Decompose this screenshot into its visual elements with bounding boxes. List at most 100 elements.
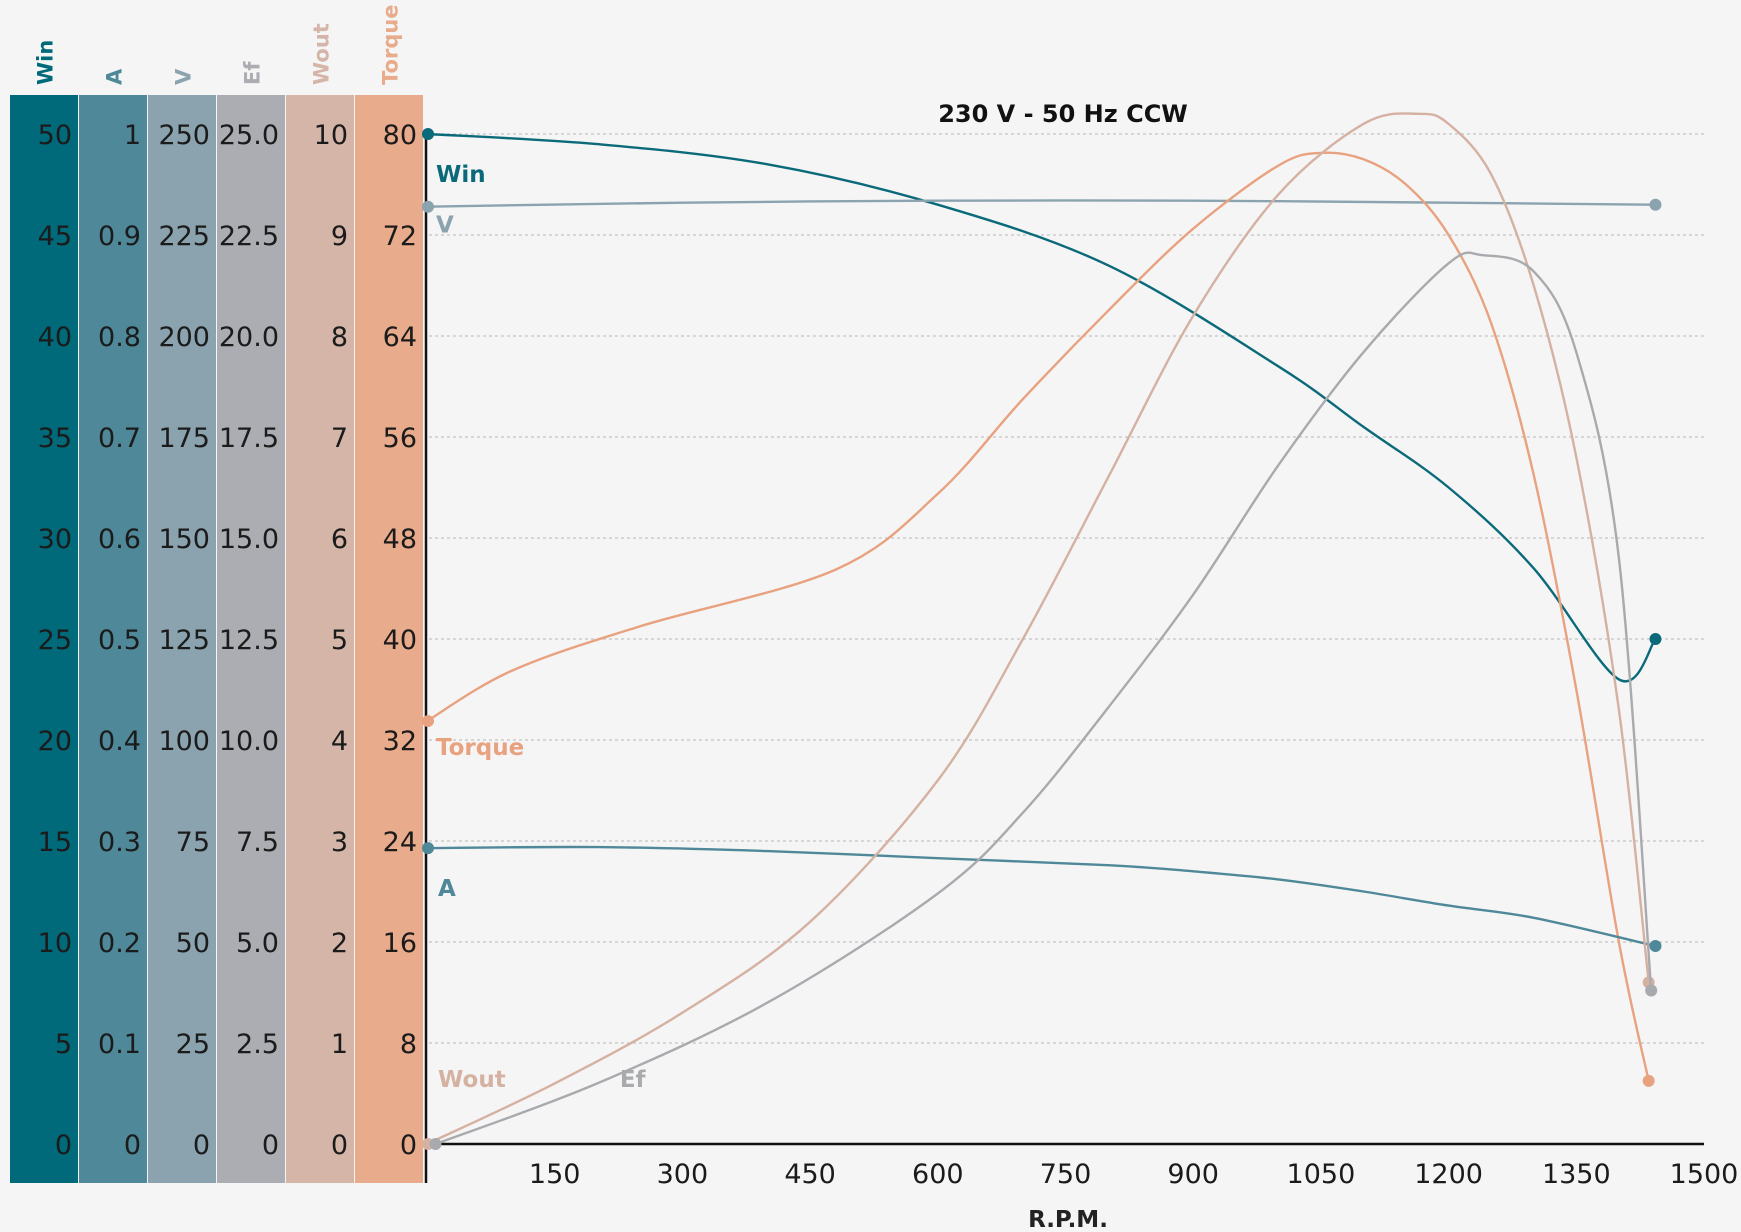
y-tick-a-10: 1 bbox=[124, 120, 141, 151]
x-tick-600: 600 bbox=[912, 1159, 964, 1190]
y-tick-ef-10: 25.0 bbox=[219, 120, 279, 151]
y-tick-v-9: 225 bbox=[158, 221, 210, 252]
x-tick-900: 900 bbox=[1167, 1159, 1219, 1190]
series-end-point-win bbox=[1649, 633, 1662, 645]
y-tick-a-9: 0.9 bbox=[98, 221, 141, 252]
column-header-a: A bbox=[103, 68, 127, 85]
column-a bbox=[79, 95, 147, 1183]
y-tick-win-1: 5 bbox=[55, 1029, 72, 1060]
y-tick-ef-8: 20.0 bbox=[219, 322, 279, 353]
y-tick-torque-8: 64 bbox=[383, 322, 417, 353]
y-tick-win-8: 40 bbox=[38, 322, 72, 353]
y-tick-ef-0: 0 bbox=[262, 1130, 279, 1161]
x-tick-450: 450 bbox=[784, 1159, 836, 1190]
column-header-v: V bbox=[172, 68, 196, 85]
series-start-point-win bbox=[422, 128, 434, 140]
y-tick-v-3: 75 bbox=[176, 827, 210, 858]
x-tick-300: 300 bbox=[657, 1159, 709, 1190]
x-tick-1350: 1350 bbox=[1542, 1159, 1611, 1190]
y-tick-win-10: 50 bbox=[38, 120, 72, 151]
y-tick-wout-5: 5 bbox=[331, 625, 348, 656]
series-line-a bbox=[426, 845, 1656, 948]
series-end-point-v bbox=[1649, 198, 1662, 211]
y-tick-wout-0: 0 bbox=[331, 1130, 348, 1161]
y-tick-torque-1: 8 bbox=[400, 1029, 417, 1060]
axes: 150 300 450 600 750 900 1050 1200 1350 1500 bbox=[424, 134, 1739, 1190]
y-tick-a-2: 0.2 bbox=[98, 928, 141, 959]
y-tick-win-9: 45 bbox=[38, 221, 72, 252]
y-axis-columns: Win05101520253035404550A00.10.20.30.40.5… bbox=[10, 4, 423, 1183]
series-label-wout: Wout bbox=[438, 1067, 506, 1093]
series-label-ef: Ef bbox=[620, 1067, 647, 1093]
series-label-v: V bbox=[436, 213, 454, 239]
column-ef bbox=[217, 95, 285, 1183]
y-tick-torque-9: 72 bbox=[383, 221, 417, 252]
y-tick-torque-5: 40 bbox=[383, 625, 417, 656]
column-v bbox=[148, 95, 216, 1183]
y-tick-wout-1: 1 bbox=[331, 1029, 348, 1060]
y-tick-torque-2: 16 bbox=[383, 928, 417, 959]
y-tick-torque-3: 24 bbox=[383, 827, 417, 858]
x-tick-1500: 1500 bbox=[1670, 1159, 1739, 1190]
y-tick-v-4: 100 bbox=[158, 726, 210, 757]
y-tick-wout-9: 9 bbox=[331, 221, 348, 252]
y-tick-v-8: 200 bbox=[158, 322, 210, 353]
y-tick-v-10: 250 bbox=[158, 120, 210, 151]
x-axis-label: R.P.M. bbox=[1028, 1207, 1108, 1232]
y-tick-win-4: 20 bbox=[38, 726, 72, 757]
series-label-a: A bbox=[438, 876, 456, 902]
column-win bbox=[10, 95, 78, 1183]
y-tick-wout-3: 3 bbox=[331, 827, 348, 858]
column-header-ef: Ef bbox=[241, 61, 265, 85]
y-tick-torque-0: 0 bbox=[400, 1130, 417, 1161]
y-tick-ef-3: 7.5 bbox=[236, 827, 279, 858]
series-start-point-v bbox=[422, 200, 434, 213]
series-line-v bbox=[426, 199, 1656, 208]
y-tick-a-3: 0.3 bbox=[98, 827, 141, 858]
y-tick-v-2: 50 bbox=[176, 928, 210, 959]
y-tick-v-5: 125 bbox=[158, 625, 210, 656]
x-tick-1050: 1050 bbox=[1287, 1159, 1356, 1190]
y-tick-win-3: 15 bbox=[38, 827, 72, 858]
series-end-point-a bbox=[1649, 940, 1662, 953]
series-label-torque: Torque bbox=[436, 735, 524, 761]
x-tick-1200: 1200 bbox=[1414, 1159, 1483, 1190]
column-wout bbox=[286, 95, 354, 1183]
y-tick-a-5: 0.5 bbox=[98, 625, 141, 656]
y-tick-ef-5: 12.5 bbox=[219, 625, 279, 656]
y-tick-torque-10: 80 bbox=[383, 120, 417, 151]
y-tick-win-2: 10 bbox=[38, 928, 72, 959]
series-start-point-a bbox=[422, 842, 434, 855]
y-tick-win-0: 0 bbox=[55, 1130, 72, 1161]
y-tick-v-6: 150 bbox=[158, 524, 210, 555]
y-tick-v-0: 0 bbox=[193, 1130, 210, 1161]
y-tick-wout-6: 6 bbox=[331, 524, 348, 555]
y-tick-ef-2: 5.0 bbox=[236, 928, 279, 959]
series-line-wout bbox=[426, 112, 1650, 1146]
y-tick-wout-2: 2 bbox=[331, 928, 348, 959]
y-tick-ef-9: 22.5 bbox=[219, 221, 279, 252]
y-tick-v-7: 175 bbox=[158, 423, 210, 454]
y-tick-wout-4: 4 bbox=[331, 726, 348, 757]
y-tick-wout-7: 7 bbox=[331, 423, 348, 454]
y-tick-torque-7: 56 bbox=[383, 423, 417, 454]
y-tick-wout-10: 10 bbox=[314, 120, 348, 151]
y-tick-a-7: 0.7 bbox=[98, 423, 141, 454]
y-tick-a-1: 0.1 bbox=[98, 1029, 141, 1060]
column-header-torque: Torque bbox=[379, 4, 403, 85]
series-end-point-torque bbox=[1642, 1074, 1655, 1087]
chart-title: 230 V - 50 Hz CCW bbox=[938, 100, 1188, 128]
y-tick-wout-8: 8 bbox=[331, 322, 348, 353]
y-tick-a-6: 0.6 bbox=[98, 524, 141, 555]
x-tick-150: 150 bbox=[529, 1159, 581, 1190]
column-torque bbox=[355, 95, 423, 1183]
series-line-ef bbox=[435, 251, 1653, 1146]
series-end-point-ef bbox=[1645, 984, 1658, 997]
y-tick-win-5: 25 bbox=[38, 625, 72, 656]
y-tick-a-4: 0.4 bbox=[98, 726, 141, 757]
y-tick-torque-6: 48 bbox=[383, 524, 417, 555]
y-tick-torque-4: 32 bbox=[383, 726, 417, 757]
column-header-win: Win bbox=[34, 40, 58, 85]
y-tick-ef-6: 15.0 bbox=[219, 524, 279, 555]
x-tick-750: 750 bbox=[1040, 1159, 1092, 1190]
